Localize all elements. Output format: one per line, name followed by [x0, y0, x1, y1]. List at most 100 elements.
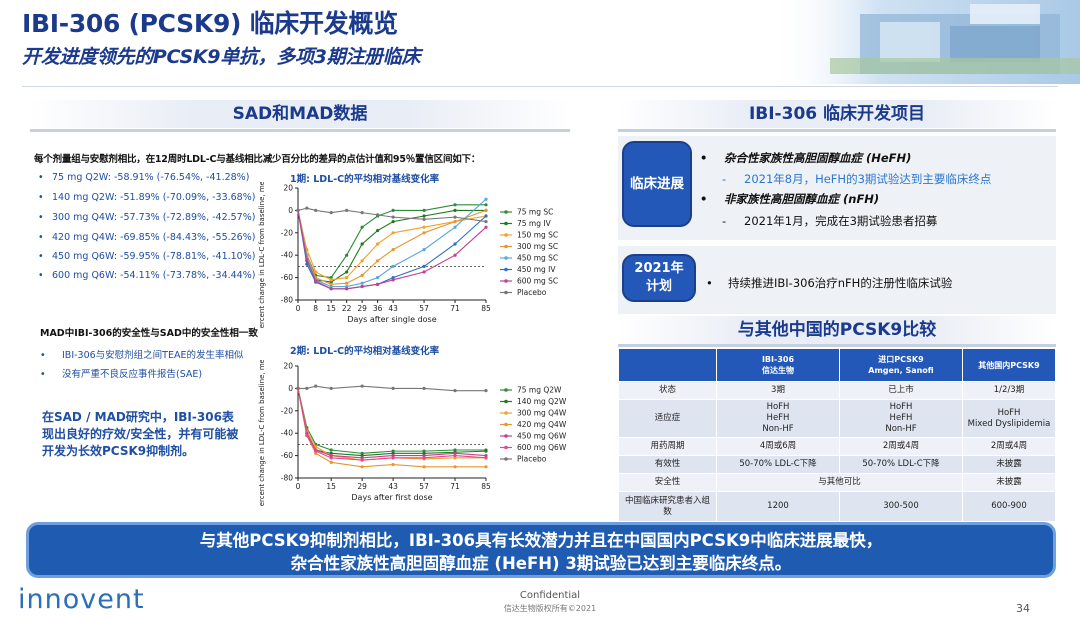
data-point	[453, 225, 457, 229]
legend-label: 450 mg Q6W	[517, 432, 567, 441]
progress-item: • 非家族性高胆固醇血症 (nFH)	[700, 192, 880, 206]
innovent-logo: innovent	[18, 584, 145, 615]
y-tick-label: -60	[281, 451, 293, 460]
data-point	[422, 248, 426, 252]
x-tick-label: 29	[357, 304, 367, 313]
x-tick-label: 36	[373, 304, 383, 313]
data-point	[345, 284, 349, 289]
legend-label: 300 mg SC	[517, 242, 558, 251]
y-tick-label: -80	[281, 296, 293, 305]
progress-item: • 杂合性家族性高胆固醇血症 (HeFH)	[700, 151, 912, 165]
data-point	[453, 456, 457, 460]
legend-label: 75 mg Q2W	[517, 386, 562, 395]
data-point	[360, 384, 364, 388]
data-point	[360, 465, 364, 469]
page-subtitle: 开发进度领先的PCSK9单抗，多项3期注册临床	[22, 46, 421, 68]
table-header	[618, 348, 717, 382]
data-point	[329, 276, 333, 280]
legend-label: 75 mg IV	[517, 219, 552, 228]
legend-marker	[504, 290, 508, 295]
data-point	[360, 456, 364, 460]
data-point	[422, 214, 426, 218]
clinical-progress-label: 临床进展	[622, 141, 692, 227]
table-cell: 未披露	[962, 473, 1056, 492]
data-point	[376, 276, 380, 280]
chart1-plot: -80 -60 -40 -20 0 20 0 8 15 22 29 36 43 57 71 85 Days af…	[258, 182, 558, 328]
data-point	[391, 456, 395, 460]
data-point	[484, 203, 488, 207]
series-line	[297, 388, 487, 457]
legend-label: 150 mg SC	[517, 231, 558, 240]
data-point	[391, 208, 395, 212]
data-point	[360, 458, 364, 462]
data-point	[391, 454, 395, 458]
data-point	[453, 448, 457, 452]
x-tick-label: 15	[326, 304, 336, 313]
data-point	[360, 211, 364, 215]
comparison-table: IBI-306 信达生物 进口PCSK9 Amgen, Sanofi 其他国内P…	[618, 348, 1056, 522]
sad-intro-text: 每个剂量组与安慰剂相比，在12周时LDL-C与基线相比减少百分比的差异的点估计值…	[34, 154, 481, 165]
legend-label: 600 mg SC	[517, 277, 558, 286]
table-header: IBI-306 信达生物	[716, 348, 840, 382]
table-cell: 未披露	[962, 455, 1056, 474]
y-tick-label: -20	[281, 406, 293, 415]
data-point	[484, 208, 488, 212]
data-point	[329, 386, 333, 390]
data-point	[391, 462, 395, 467]
legend-label: 75 mg SC	[517, 208, 553, 217]
data-point	[345, 281, 349, 285]
data-point	[360, 225, 364, 229]
x-tick-label: 29	[357, 482, 367, 491]
x-tick-label: 43	[388, 304, 398, 313]
table-row: 状态 3期 已上市 1/2/3期	[618, 381, 1056, 400]
y-tick-label: -40	[281, 429, 293, 438]
dose-result-row: • 450 mg Q6W: -59.95% (-78.81%, -41.10%)	[38, 251, 256, 262]
y-axis-label: Percent change in LDL-C from baseline, m…	[258, 360, 266, 506]
data-point	[391, 276, 395, 280]
data-point	[422, 454, 426, 458]
progress-item: -2021年1月，完成在3期试验患者招募	[722, 214, 938, 228]
table-header: 进口PCSK9 Amgen, Sanofi	[839, 348, 963, 382]
data-point	[296, 386, 300, 390]
x-tick-label: 0	[296, 304, 301, 313]
x-tick-label: 15	[326, 482, 336, 491]
x-tick-label: 0	[296, 482, 301, 491]
legend-marker	[504, 388, 508, 392]
header-divider	[22, 86, 1058, 87]
table-cell: 4周或6周	[716, 437, 840, 456]
legend-marker	[504, 267, 508, 272]
legend-label: 450 mg IV	[517, 265, 556, 274]
data-point	[305, 258, 309, 262]
data-point	[453, 389, 457, 393]
dose-result-row: • 420 mg Q4W: -69.85% (-84.43%, -55.26%)	[38, 232, 256, 243]
y-tick-label: 20	[283, 184, 293, 193]
legend-marker	[504, 256, 508, 260]
data-point	[391, 451, 395, 455]
data-point	[314, 208, 318, 212]
series-line	[297, 388, 487, 461]
table-cell: 与其他可比	[716, 473, 963, 492]
mad-bullet: • IBI-306与安慰剂组之间TEAE的发生率相似	[40, 350, 244, 361]
data-point	[422, 465, 426, 469]
data-point	[376, 259, 380, 263]
data-point	[422, 231, 426, 235]
x-tick-label: 71	[450, 304, 460, 313]
table-header-row: IBI-306 信达生物 进口PCSK9 Amgen, Sanofi 其他国内P…	[618, 348, 1056, 382]
data-point	[484, 456, 488, 460]
series-line	[297, 388, 486, 461]
data-point	[329, 456, 333, 460]
y-tick-label: -80	[281, 474, 293, 483]
legend-marker	[504, 221, 508, 226]
data-point	[314, 449, 318, 453]
table-cell: HoFH HeFH Non-HF	[839, 399, 963, 438]
sad-mad-section-title: SAD和MAD数据	[30, 100, 570, 128]
data-point	[360, 242, 364, 246]
banner-line: 与其他PCSK9抑制剂相比，IBI-306具有长效潜力并且在中国国内PCSK9中…	[199, 531, 883, 550]
data-point	[329, 454, 333, 458]
table-cell: 1200	[716, 491, 840, 522]
data-point	[422, 386, 426, 390]
table-cell: 安全性	[618, 473, 717, 492]
data-point	[296, 208, 300, 212]
table-row: 安全性 与其他可比 未披露	[618, 473, 1056, 492]
data-point	[376, 242, 380, 246]
